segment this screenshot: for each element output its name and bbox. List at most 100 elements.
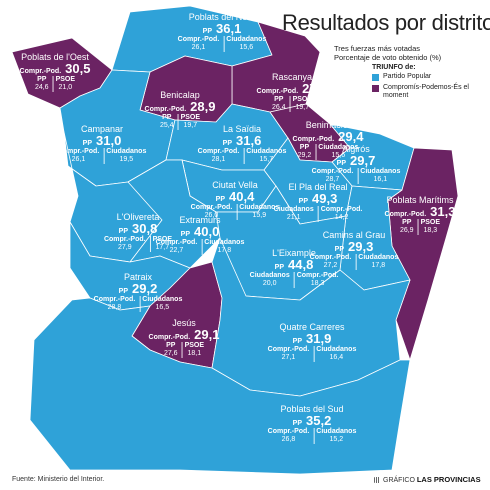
other-party-value: 16,1 [373, 176, 388, 183]
district-others: PP 26,9 PSOE 18,3 [385, 219, 456, 235]
lead-value: 29,3 [348, 239, 374, 254]
lead-party: Compr.-Pod. [144, 106, 187, 113]
lead-party: PP [180, 231, 191, 238]
lead-party: PP [274, 264, 285, 271]
other-party-name: PP [37, 76, 47, 83]
other-party-result: PSOE 17,7 [149, 236, 174, 252]
district-lead: PP 29,3 [308, 240, 401, 254]
district-lead: Compr.-Pod. 29,4 [293, 130, 364, 144]
lead-value: 35,2 [306, 413, 332, 428]
other-party-name: PSOE [55, 76, 76, 83]
subtitle-line-1: Tres fuerzas más votadas [334, 44, 421, 53]
district-lead: PP 49,3 [272, 192, 365, 206]
district-name: Benicalap [160, 90, 200, 100]
other-party-value: 25,4 [159, 122, 174, 129]
lead-party: PP [118, 288, 129, 295]
legend-swatch-compromis [372, 85, 379, 92]
legend-swatch-pp [372, 74, 379, 81]
district-name: Jesús [172, 318, 196, 328]
district-name: Poblats del Sud [280, 404, 344, 414]
other-party-value: 20,0 [262, 280, 277, 287]
other-party-name: PP [166, 342, 176, 349]
lead-party: Compr.-Pod. [19, 68, 62, 75]
other-party-name: Compr.-Pod. [93, 296, 136, 303]
lead-party: PP [82, 140, 93, 147]
district-lead: PP 31,9 [266, 332, 359, 346]
district-others: Compr.-Pod. 26,0 Ciudadanos 15,9 [189, 204, 282, 220]
other-party-name: Compr.-Pod. [320, 206, 363, 213]
other-party-value: 18,3 [423, 227, 438, 234]
other-party-value: 15,2 [329, 436, 344, 443]
other-party-value: 17,8 [371, 262, 386, 269]
other-party-value: 27,9 [117, 244, 132, 251]
lead-party: Compr.-Pod. [292, 136, 335, 143]
other-party-value: 26,1 [71, 156, 86, 163]
other-party-name: Compr.-Pod. [190, 204, 233, 211]
other-party-value: 27,6 [163, 350, 178, 357]
district-lead: Compr.-Pod. 30,5 [20, 62, 91, 76]
other-party-name: Ciudadanos [226, 36, 267, 43]
other-party-value: 18,3 [310, 280, 325, 287]
other-party-result: Compr.-Pod. 26,1 [176, 36, 222, 52]
lead-value: 29,1 [194, 327, 220, 342]
district-others: PP 26,4 PSOE 19,7 [257, 96, 328, 112]
other-party-name: Ciudadanos [316, 346, 357, 353]
other-party-name: Ciudadanos [249, 272, 290, 279]
other-party-name: PSOE [152, 236, 173, 243]
other-party-value: 15,6 [331, 152, 346, 159]
other-party-result: PSOE 19,7 [289, 96, 314, 112]
other-party-result: Ciudadanos 15,6 [223, 36, 268, 52]
district-shape [211, 237, 411, 397]
other-party-name: Ciudadanos [142, 296, 183, 303]
district-name: Ciutat Vella [212, 180, 258, 190]
other-party-value: 15,6 [239, 44, 254, 51]
legend: TRIUNFO de: Partido Popular Compromís-Po… [372, 64, 469, 103]
other-party-name: Ciudadanos [358, 254, 399, 261]
district-lead: Compr.-Pod. 27,9 [257, 82, 328, 96]
district-label: El Pla del Real PP 49,3 Ciudadanos 21,1 Compr… [272, 182, 365, 222]
other-party-name: PP [274, 96, 284, 103]
other-party-result: PP 24,6 [33, 76, 51, 92]
other-party-result: Ciudadanos 16,4 [313, 346, 358, 362]
other-party-value: 24,6 [34, 84, 49, 91]
district-lead: Compr.-Pod. 28,9 [145, 100, 216, 114]
other-party-result: Compr.-Pod. 26,0 [189, 204, 235, 220]
lead-value: 29,4 [338, 129, 364, 144]
other-party-value: 14,2 [334, 214, 349, 221]
district-shapes [11, 5, 459, 475]
other-party-value: 26,8 [281, 436, 296, 443]
legend-label-pp: Partido Popular [383, 73, 432, 80]
district-label: Poblats de l'Oest Compr.-Pod. 30,5 PP 24,6 PS… [20, 52, 91, 92]
lead-value: 36,1 [216, 21, 242, 36]
district-label: Poblats Marítims Compr.-Pod. 31,3 PP 26,9 PSO… [385, 195, 456, 235]
lead-value: 28,9 [190, 99, 216, 114]
other-party-name: PSOE [420, 219, 441, 226]
other-party-result: Ciudadanos 15,9 [236, 204, 281, 220]
district-others: Compr.-Pod. 26,1 Ciudadanos 15,6 [176, 36, 269, 52]
credit-prefix: GRÁFICO [383, 477, 415, 484]
legend-item-pp: Partido Popular [372, 73, 469, 81]
other-party-value: 26,4 [271, 104, 286, 111]
other-party-value: 16,5 [155, 304, 170, 311]
district-others: Compr.-Pod. 22,7 Ciudadanos 17,8 [154, 239, 247, 255]
other-party-result: PSOE 18,1 [181, 342, 206, 358]
other-party-name: PSOE [292, 96, 313, 103]
lead-party: PP [292, 420, 303, 427]
district-label: L'Olivereta PP 30,8 Compr.-Pod. 27,9 PSOE 17,7 [102, 212, 174, 252]
other-party-value: 28,8 [107, 304, 122, 311]
district-name: La Saïdia [222, 124, 262, 134]
district-label: Quatre Carreres PP 31,9 Compr.-Pod. 27,1 Ciud… [266, 322, 359, 362]
other-party-value: 22,7 [169, 247, 184, 254]
district-name: Benimaclet [305, 120, 351, 130]
other-party-value: 19,7 [183, 122, 198, 129]
other-party-value: 21,1 [286, 214, 301, 221]
other-party-name: Compr.-Pod. [267, 428, 310, 435]
lead-party: Compr.-Pod. [148, 334, 191, 341]
other-party-value: 29,2 [297, 152, 312, 159]
district-label: Poblats del Sud PP 35,2 Compr.-Pod. 26,8 Ciud… [266, 404, 359, 444]
lead-value: 40,0 [194, 224, 220, 239]
other-party-result: Ciudadanos 16,1 [357, 168, 402, 184]
district-others: Compr.-Pod. 28,8 Ciudadanos 16,5 [92, 296, 185, 312]
other-party-value: 27,2 [323, 262, 338, 269]
district-others: PP 29,2 Ciudadanos 15,6 [293, 144, 364, 160]
